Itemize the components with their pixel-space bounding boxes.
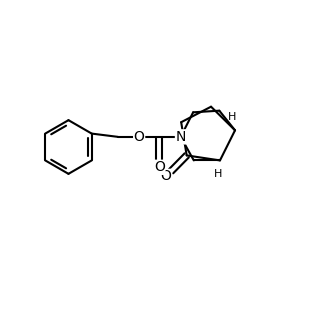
Text: H: H [228, 112, 237, 122]
Text: N: N [176, 130, 186, 144]
Text: O: O [134, 130, 145, 144]
Text: H: H [214, 169, 222, 179]
Text: O: O [154, 160, 165, 174]
Text: O: O [161, 169, 172, 183]
